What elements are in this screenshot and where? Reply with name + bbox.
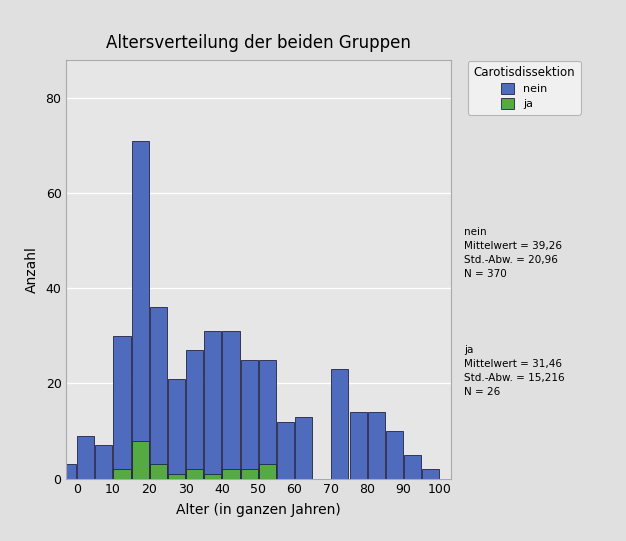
Bar	[204, 474, 222, 479]
Bar	[186, 469, 203, 479]
Bar	[113, 336, 131, 479]
Bar	[113, 469, 131, 479]
Bar	[131, 441, 149, 479]
Bar	[222, 331, 240, 479]
Bar	[349, 412, 367, 479]
Bar	[204, 331, 222, 479]
Bar	[295, 417, 312, 479]
Text: nein
Mittelwert = 39,26
Std.-Abw. = 20,96
N = 370: nein Mittelwert = 39,26 Std.-Abw. = 20,9…	[464, 227, 562, 279]
Bar	[404, 455, 421, 479]
Bar	[131, 141, 149, 479]
Bar	[331, 369, 349, 479]
Bar	[150, 465, 167, 479]
Bar	[422, 469, 439, 479]
Text: ja
Mittelwert = 31,46
Std.-Abw. = 15,216
N = 26: ja Mittelwert = 31,46 Std.-Abw. = 15,216…	[464, 345, 565, 397]
Bar	[386, 431, 403, 479]
Bar	[168, 474, 185, 479]
Title: Altersverteilung der beiden Gruppen: Altersverteilung der beiden Gruppen	[106, 35, 411, 52]
Bar	[277, 421, 294, 479]
Bar	[186, 350, 203, 479]
Bar	[240, 360, 258, 479]
Bar	[95, 445, 113, 479]
Legend: nein, ja: nein, ja	[468, 61, 580, 115]
Bar	[367, 412, 385, 479]
Bar	[168, 379, 185, 479]
Bar	[59, 465, 76, 479]
Bar	[77, 436, 95, 479]
Bar	[222, 469, 240, 479]
X-axis label: Alter (in ganzen Jahren): Alter (in ganzen Jahren)	[176, 503, 341, 517]
Bar	[259, 465, 276, 479]
Bar	[150, 307, 167, 479]
Y-axis label: Anzahl: Anzahl	[24, 246, 39, 293]
Bar	[240, 469, 258, 479]
Bar	[259, 360, 276, 479]
